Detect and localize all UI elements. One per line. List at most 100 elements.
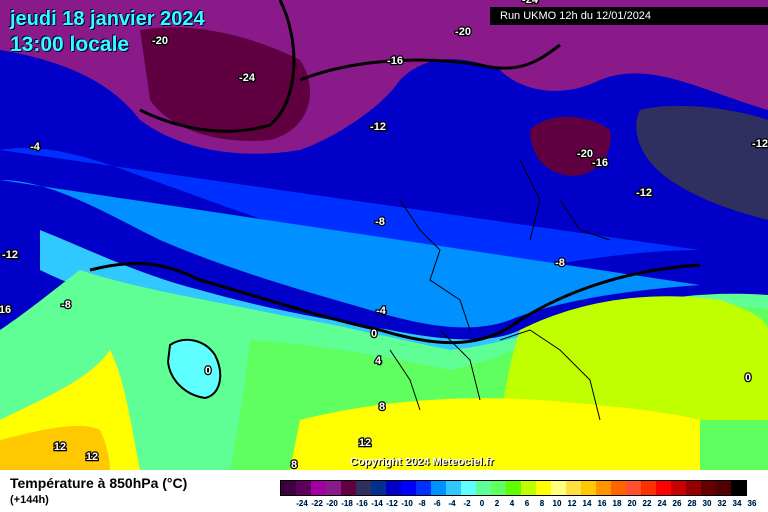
colorbar-swatch	[371, 481, 386, 495]
colorbar-swatch	[431, 481, 446, 495]
colorbar-tick-label: 30	[702, 499, 712, 508]
colorbar-swatch	[476, 481, 491, 495]
contour-label: -12	[370, 121, 386, 133]
colorbar-swatch	[671, 481, 686, 495]
contour-label: -12	[752, 138, 768, 150]
contour-label: 12	[54, 441, 66, 453]
colorbar-tick-label: -12	[386, 499, 398, 508]
colorbar-tick-label: 10	[552, 499, 562, 508]
colorbar-swatch	[446, 481, 461, 495]
colorbar-tick-label: 20	[627, 499, 637, 508]
contour-label: -24	[239, 72, 256, 84]
forecast-time: 13:00 locale	[10, 33, 130, 56]
contour-label: -4	[30, 141, 41, 153]
copyright: Copyright 2024 Meteociel.fr	[350, 456, 494, 468]
colorbar-tick-label: 22	[642, 499, 652, 508]
colorbar-tick-label: 4	[509, 499, 515, 508]
field-darkpurple-scandinavia	[530, 116, 611, 176]
contour-label: -24	[522, 0, 539, 6]
colorbar-tick-label: -14	[371, 499, 383, 508]
colorbar-swatch	[581, 481, 596, 495]
colorbar-swatch	[656, 481, 671, 495]
colorbar-swatch	[461, 481, 476, 495]
colorbar-tick-label: -4	[448, 499, 456, 508]
colorbar-swatch	[521, 481, 536, 495]
contour-label: 0	[205, 365, 211, 377]
contour-label: -8	[555, 257, 565, 269]
contour-label: -20	[577, 148, 593, 160]
contour-zero-line	[89, 262, 701, 345]
colorbar-swatch	[356, 481, 371, 495]
colorbar-swatch	[566, 481, 581, 495]
contour-label: -8	[61, 299, 71, 311]
colorbar-tick-label: -24	[296, 499, 308, 508]
colorbar-swatch	[311, 481, 326, 495]
colorbar-tick-label: 12	[567, 499, 577, 508]
contour-minus20-line	[139, 0, 561, 133]
colorbar-swatch	[386, 481, 401, 495]
field-orange-west	[0, 425, 110, 470]
contour-label: 0	[745, 372, 751, 384]
colorbar-tick-label: -10	[401, 499, 413, 508]
legend-subtitle: (+144h)	[10, 494, 49, 506]
colorbar-swatch	[506, 481, 521, 495]
colorbar-tick-label: 36	[747, 499, 757, 508]
contour-label: -16	[592, 157, 608, 169]
colorbar-swatch	[596, 481, 611, 495]
field-darkpurple-greenland	[140, 27, 310, 141]
colorbar-tick-label: 14	[582, 499, 592, 508]
colorbar-tick-label: 8	[539, 499, 545, 508]
colorbar-swatch	[401, 481, 416, 495]
contour-label: -16	[387, 55, 403, 67]
colorbar-swatch	[626, 481, 641, 495]
colorbar-swatch	[551, 481, 566, 495]
colorbar-swatch	[491, 481, 506, 495]
colorbar-swatch	[686, 481, 701, 495]
colorbar-swatch	[296, 481, 311, 495]
contour-label: -4	[376, 305, 387, 317]
colorbar-tick-label: -18	[341, 499, 353, 508]
colorbar-tick-label: -22	[311, 499, 323, 508]
colorbar	[280, 480, 747, 496]
contour-label: -12	[2, 249, 18, 261]
field-cyan-island	[166, 338, 222, 400]
contour-label: -20	[455, 26, 471, 38]
colorbar-swatch	[326, 481, 341, 495]
colorbar-tick-label: -6	[433, 499, 441, 508]
colorbar-swatch	[716, 481, 731, 495]
legend: Température à 850hPa (°C) (+144h) -24 -22…	[0, 470, 768, 512]
temperature-map: -20-20-24-16-12-24-20-16-12-12-4-8-8-12-…	[0, 0, 768, 470]
colorbar-swatch	[536, 481, 551, 495]
colorbar-tick-label: 34	[732, 499, 742, 508]
colorbar-tick-label: -8	[418, 499, 426, 508]
model-run-label: Run UKMO 12h du 12/01/2024	[490, 7, 768, 25]
colorbar-swatch	[611, 481, 626, 495]
field-brightgreen	[500, 296, 768, 420]
colorbar-tick-label: 2	[494, 499, 500, 508]
colorbar-tick-label: 18	[612, 499, 622, 508]
contour-label: 0	[371, 328, 377, 340]
colorbar-swatch	[281, 481, 296, 495]
contour-label: -12	[636, 187, 652, 199]
colorbar-tick-label: -20	[326, 499, 338, 508]
field-lightblue	[0, 180, 700, 328]
colorbar-tick-label: 24	[657, 499, 667, 508]
colorbar-tick-label: 28	[687, 499, 697, 508]
contour-label: -8	[375, 216, 385, 228]
contour-label: -20	[152, 35, 168, 47]
contour-label: 12	[86, 451, 98, 463]
forecast-date: jeudi 18 janvier 2024	[10, 8, 205, 30]
colorbar-tick-label: -2	[463, 499, 471, 508]
colorbar-tick-label: 32	[717, 499, 727, 508]
colorbar-tick-label: 0	[479, 499, 485, 508]
contour-label: 8	[379, 401, 385, 413]
field-yellow-africa	[290, 398, 700, 470]
contour-label: 4	[375, 355, 382, 367]
colorbar-tick-label: -16	[356, 499, 368, 508]
colorbar-tick-label: 6	[524, 499, 530, 508]
colorbar-tick-label: 26	[672, 499, 682, 508]
colorbar-swatch	[641, 481, 656, 495]
colorbar-swatch	[416, 481, 431, 495]
colorbar-swatch	[731, 481, 746, 495]
